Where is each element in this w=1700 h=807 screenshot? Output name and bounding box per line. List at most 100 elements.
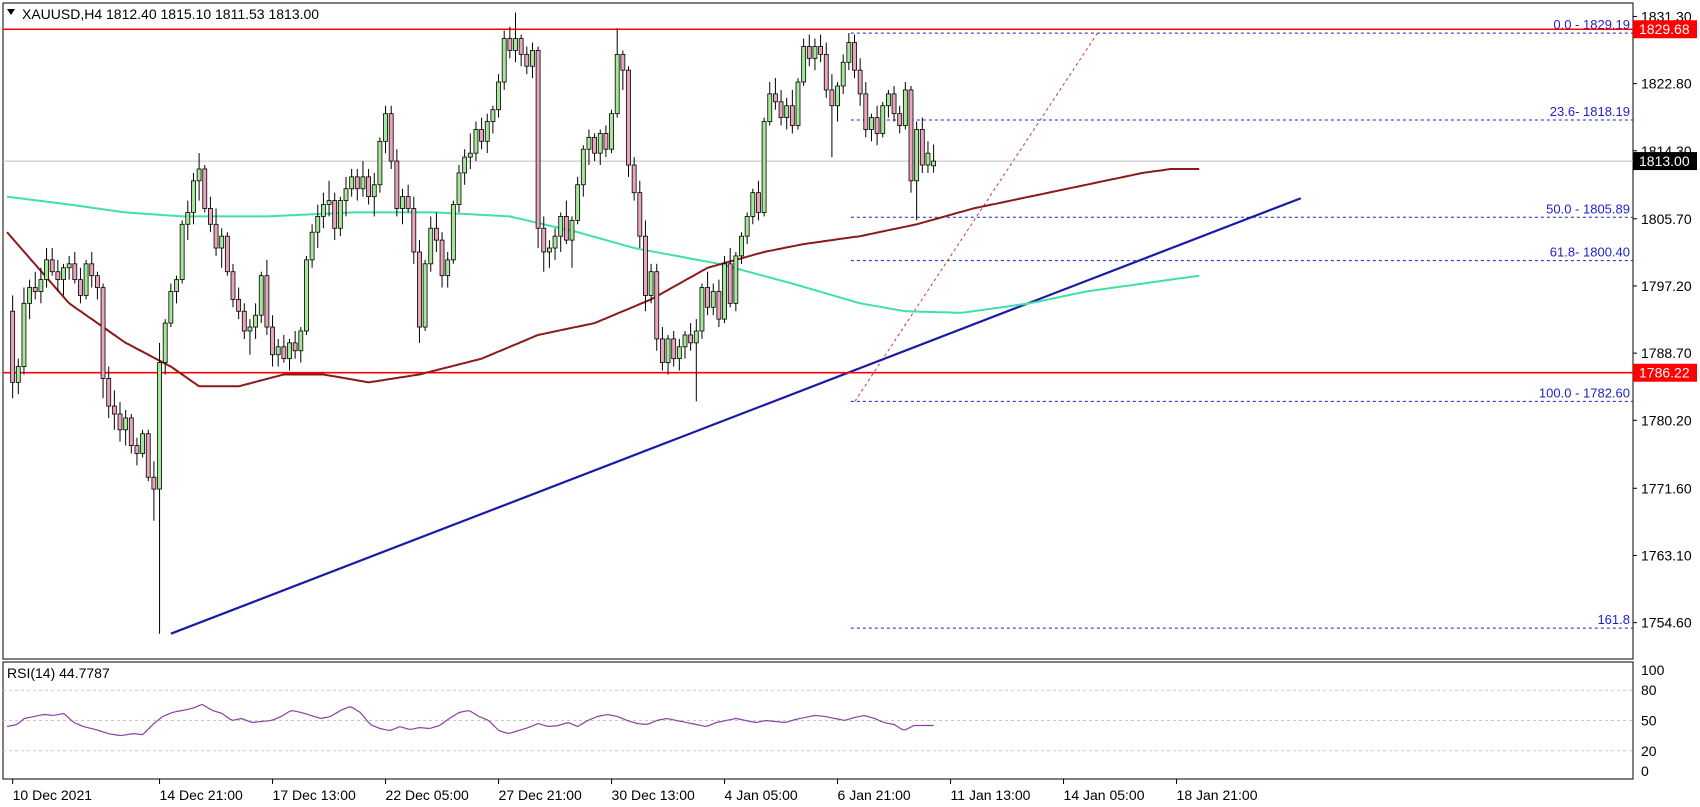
- time-tick-label: 11 Jan 13:00: [951, 787, 1031, 803]
- candle: [507, 26, 513, 59]
- candle-body: [908, 89, 914, 182]
- candle: [569, 216, 575, 268]
- candle-body: [213, 223, 219, 249]
- candle-body: [38, 279, 44, 292]
- candle: [479, 117, 485, 150]
- candle-body: [134, 445, 140, 454]
- candle-body: [643, 235, 648, 296]
- candle: [778, 89, 784, 126]
- candle: [230, 263, 236, 308]
- candle-body: [558, 215, 564, 237]
- candle: [298, 327, 304, 363]
- candle: [784, 97, 790, 130]
- candle: [61, 263, 66, 296]
- candle-body: [298, 330, 304, 352]
- candle: [366, 168, 372, 205]
- fib-level-label: 23.6- 1818.19: [1550, 104, 1630, 119]
- candle: [739, 232, 744, 264]
- candle-body: [253, 314, 259, 328]
- candle-body: [722, 263, 727, 320]
- candle: [473, 121, 479, 162]
- candle: [931, 144, 936, 173]
- candle: [705, 271, 710, 316]
- candle: [541, 216, 547, 272]
- candle-body: [27, 287, 33, 304]
- candle: [371, 172, 377, 217]
- candle-body: [224, 235, 230, 273]
- candle: [484, 113, 490, 154]
- candle: [400, 188, 405, 225]
- candle: [767, 82, 773, 126]
- candle: [869, 113, 874, 142]
- time-tick-label: 4 Jan 05:00: [725, 787, 798, 803]
- candle: [530, 42, 535, 79]
- rsi-tick-label: 100: [1641, 662, 1665, 678]
- candle-body: [795, 81, 801, 126]
- candle-body: [326, 200, 332, 205]
- candle: [795, 78, 801, 130]
- candle-body: [332, 200, 338, 229]
- fib-level-label: 0.0 - 1829.19: [1553, 17, 1630, 32]
- candle: [456, 165, 462, 213]
- candle: [637, 180, 643, 249]
- candle-body: [162, 322, 168, 364]
- candle-body: [83, 263, 89, 296]
- time-tick-label: 18 Jan 21:00: [1177, 787, 1258, 803]
- candle-body: [789, 105, 795, 126]
- candle: [123, 410, 129, 446]
- candle-body: [467, 152, 473, 158]
- candle: [552, 228, 558, 260]
- candle-body: [597, 133, 603, 154]
- candle-body: [897, 113, 903, 126]
- candle: [253, 303, 259, 339]
- candle-body: [693, 330, 699, 344]
- level-price-box-label: 1829.68: [1639, 21, 1690, 37]
- candle: [428, 216, 434, 272]
- price-tick-label: 1788.70: [1641, 345, 1692, 361]
- candle-body: [484, 121, 490, 142]
- candle: [818, 34, 823, 63]
- candle-body: [360, 176, 366, 190]
- candle: [682, 331, 688, 359]
- candle-body: [281, 346, 287, 360]
- current-price-box-label: 1813.00: [1639, 153, 1690, 169]
- candle-body: [688, 334, 694, 344]
- candle-body: [524, 53, 530, 67]
- candle: [264, 259, 270, 335]
- candle: [343, 176, 349, 217]
- candle: [157, 342, 162, 634]
- candle: [789, 89, 795, 134]
- rsi-layer: 100 80 50 20 0: [3, 662, 1665, 779]
- candle-body: [530, 50, 535, 67]
- candle-body: [654, 271, 660, 340]
- candle-body: [626, 69, 631, 166]
- candle: [829, 74, 835, 158]
- candle: [919, 117, 925, 173]
- fib-level-label: 50.0 - 1805.89: [1546, 201, 1630, 216]
- candle: [388, 105, 394, 169]
- candle: [287, 338, 292, 371]
- candle-body: [140, 433, 146, 454]
- candle: [535, 46, 541, 249]
- candle-body: [671, 338, 677, 360]
- candle: [21, 287, 27, 375]
- candle: [394, 149, 400, 217]
- candle: [411, 196, 417, 264]
- candle-body: [383, 113, 388, 142]
- candle-body: [778, 101, 784, 119]
- candle-body: [541, 227, 547, 253]
- candle: [174, 275, 179, 304]
- fib-diagonal: [854, 32, 1098, 402]
- candle-body: [648, 271, 654, 296]
- candle-body: [609, 113, 614, 150]
- candle-body: [586, 136, 592, 150]
- candle-body: [111, 405, 117, 415]
- candle-body: [354, 176, 360, 190]
- dropdown-triangle-icon[interactable]: [7, 9, 15, 15]
- candle: [733, 251, 739, 312]
- candle-body: [705, 287, 710, 308]
- candle: [654, 263, 660, 351]
- candle: [812, 38, 818, 71]
- candle-body: [275, 346, 281, 356]
